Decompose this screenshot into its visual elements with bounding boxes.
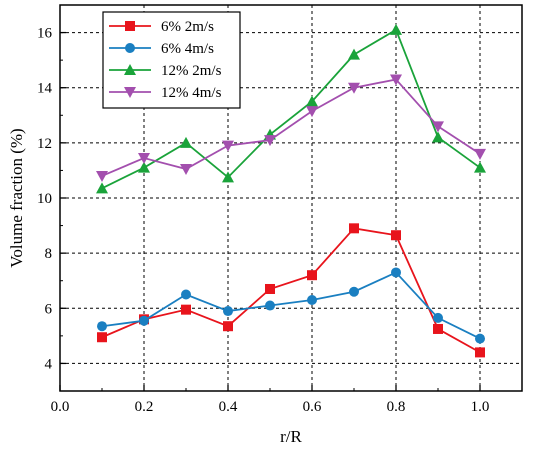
legend-marker [124, 87, 136, 98]
y-tick-label: 10 [37, 191, 52, 207]
y-tick-label: 12 [37, 136, 52, 152]
data-point [138, 153, 150, 165]
data-point [96, 182, 108, 194]
legend-label: 6% 2m/s [161, 19, 214, 35]
x-tick-label: 0.8 [387, 399, 406, 415]
data-point [474, 161, 486, 173]
data-point [474, 148, 486, 160]
legend-item: 6% 4m/s [109, 41, 214, 57]
legend-label: 6% 4m/s [161, 41, 214, 57]
data-point [475, 333, 485, 344]
series-1 [97, 267, 485, 344]
grid-lines [60, 5, 522, 391]
data-point [432, 121, 444, 133]
x-tick-label: 0.6 [303, 399, 322, 415]
data-point [138, 161, 150, 173]
data-point [390, 23, 402, 35]
y-axis: 4 6 8 10 12 14 16 [37, 4, 66, 392]
series-2 [96, 23, 486, 194]
legend-item: 12% 4m/s [109, 85, 222, 101]
x-axis-title: r/R [280, 427, 302, 446]
series-3 [96, 74, 486, 182]
series-line [101, 28, 481, 190]
data-point [348, 82, 360, 94]
data-point [223, 321, 233, 332]
data-point [139, 315, 149, 326]
data-point [180, 136, 192, 148]
legend-item: 6% 2m/s [109, 19, 214, 35]
data-point [265, 283, 275, 294]
data-point [306, 106, 318, 118]
y-tick-label: 4 [45, 356, 53, 372]
data-point [97, 332, 107, 343]
legend-label: 12% 4m/s [161, 85, 222, 101]
y-tick-label: 14 [37, 81, 53, 97]
data-point [223, 306, 233, 317]
series-0 [97, 223, 485, 358]
legend-marker [125, 21, 135, 31]
x-tick-label: 0.4 [219, 399, 238, 415]
x-tick-label: 0.2 [135, 399, 154, 415]
data-point [307, 295, 317, 306]
data-point [181, 304, 191, 315]
y-tick-label: 16 [37, 26, 53, 42]
data-point [96, 170, 108, 182]
y-axis-title: Volume fraction (%) [7, 128, 26, 267]
y-tick-label: 8 [45, 246, 53, 262]
data-point [391, 267, 401, 278]
data-point [180, 164, 192, 176]
data-point [390, 74, 402, 86]
data-point [391, 230, 401, 241]
data-point [181, 289, 191, 300]
data-point [222, 140, 234, 152]
legend-marker [124, 64, 136, 75]
data-point [348, 48, 360, 60]
data-point [349, 286, 359, 297]
y-tick-label: 6 [45, 301, 53, 317]
data-point [475, 347, 485, 358]
data-point [307, 270, 317, 281]
data-point [349, 223, 359, 234]
data-point [432, 131, 444, 143]
data-point [265, 300, 275, 311]
data-point [264, 135, 276, 147]
legend-item: 12% 2m/s [109, 63, 222, 79]
series-line [101, 78, 481, 177]
legend-marker [125, 43, 135, 53]
legend-label: 12% 2m/s [161, 63, 222, 79]
series-line [101, 271, 481, 340]
x-axis: 0.0 0.2 0.4 0.6 0.8 1.0 [51, 385, 490, 415]
data-point [97, 321, 107, 332]
data-point [306, 95, 318, 107]
data-point [433, 323, 443, 334]
x-tick-label: 1.0 [471, 399, 490, 415]
data-point [433, 312, 443, 323]
x-tick-label: 0.0 [51, 399, 70, 415]
series-line [101, 227, 481, 354]
data-point [222, 171, 234, 183]
series-layer [96, 23, 486, 358]
legend: 6% 2m/s 6% 4m/s 12% 2m/s 12% 4m/s [102, 11, 241, 109]
